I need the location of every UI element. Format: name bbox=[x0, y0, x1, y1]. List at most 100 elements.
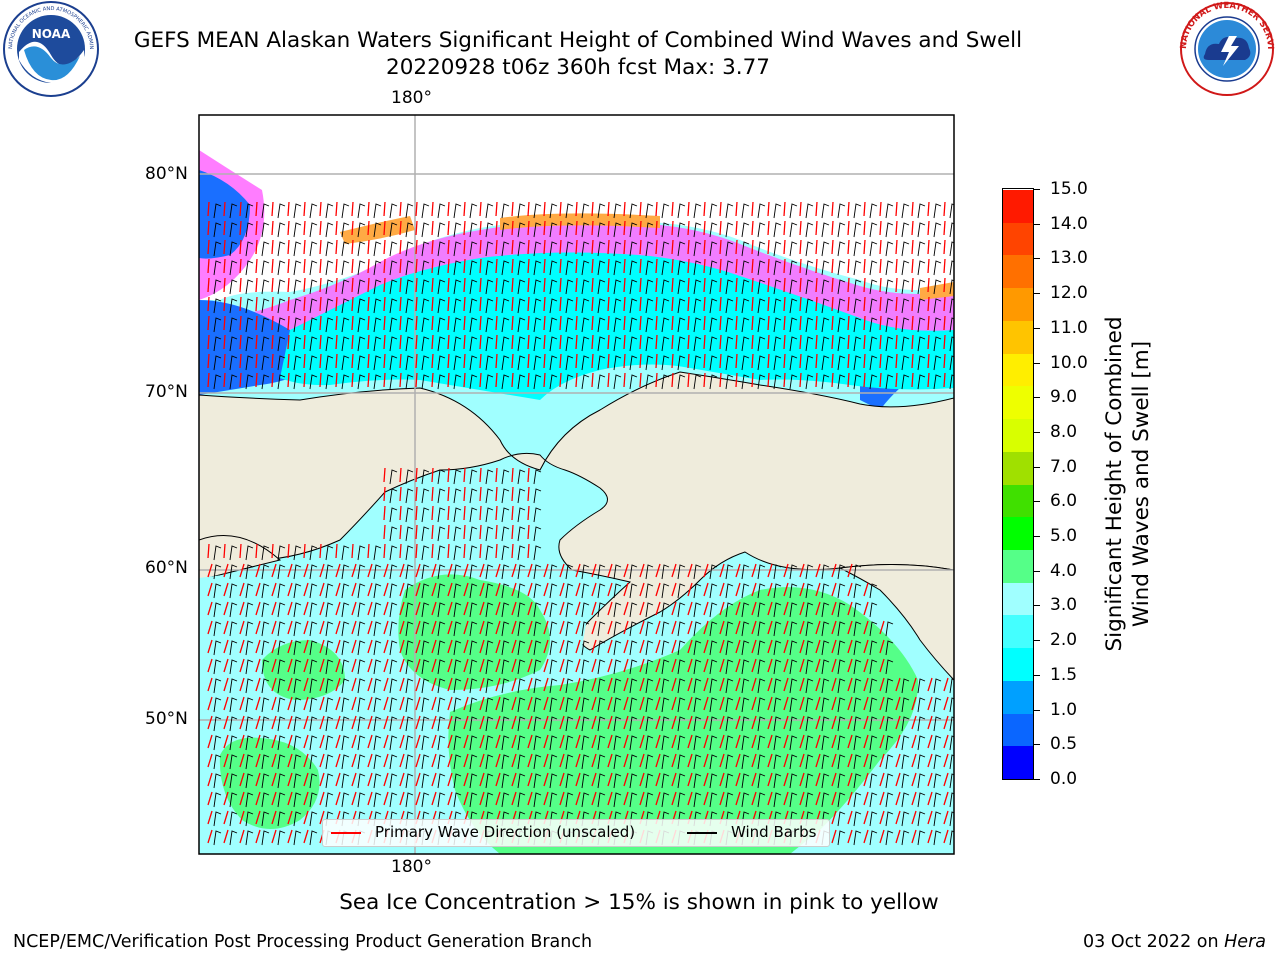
wave-arrow bbox=[783, 582, 789, 597]
lon-label-top: 180° bbox=[391, 88, 432, 108]
wind-barb bbox=[405, 279, 414, 295]
wave-arrow bbox=[607, 258, 610, 274]
wind-barb bbox=[405, 792, 414, 808]
wind-barb bbox=[565, 716, 574, 732]
wind-barb bbox=[501, 545, 510, 561]
wind-barb bbox=[677, 241, 686, 257]
wave-arrow bbox=[607, 639, 613, 654]
wind-barb bbox=[821, 697, 830, 713]
colorbar-tick-mark bbox=[1034, 327, 1040, 329]
wave-direction-arrows bbox=[207, 201, 954, 846]
wind-barb bbox=[677, 336, 686, 352]
wind-barb bbox=[597, 336, 606, 352]
wave-arrow bbox=[239, 658, 245, 673]
wave-arrow bbox=[319, 258, 322, 274]
wind-barb bbox=[261, 203, 270, 219]
wind-barb bbox=[437, 222, 446, 238]
wave-arrow bbox=[831, 563, 837, 578]
wave-arrow bbox=[911, 353, 914, 369]
wave-arrow bbox=[863, 239, 866, 255]
wind-barb bbox=[677, 298, 686, 314]
wind-barb bbox=[437, 583, 446, 599]
wave-arrow bbox=[383, 353, 386, 369]
wind-barb bbox=[421, 735, 430, 751]
wind-barb bbox=[901, 773, 910, 789]
wave-arrow bbox=[383, 582, 389, 597]
wind-barb bbox=[837, 317, 846, 333]
wave-arrow bbox=[927, 353, 930, 369]
wave-arrow bbox=[751, 315, 754, 331]
wave-arrow bbox=[815, 715, 821, 730]
wind-barb bbox=[261, 241, 270, 257]
wave-arrow bbox=[575, 563, 581, 578]
wave-arrow bbox=[751, 734, 757, 749]
wind-barb bbox=[517, 640, 526, 656]
wind-barb bbox=[821, 298, 830, 314]
wave-arrow bbox=[207, 239, 210, 255]
wind-barb bbox=[933, 811, 942, 827]
wind-barb bbox=[629, 355, 638, 371]
wind-barb bbox=[789, 716, 798, 732]
wind-barb bbox=[389, 735, 398, 751]
wind-barb bbox=[613, 260, 622, 276]
wave-arrow bbox=[223, 201, 226, 217]
wind-barb bbox=[293, 583, 302, 599]
wave-arrow bbox=[367, 620, 373, 635]
wind-barb bbox=[533, 659, 542, 675]
wave-arrow bbox=[223, 563, 229, 578]
wave-arrow bbox=[559, 315, 562, 331]
wind-barb bbox=[837, 621, 846, 637]
wind-barb bbox=[837, 811, 846, 827]
colorbar-tick-mark bbox=[1034, 466, 1040, 468]
wave-arrow bbox=[431, 772, 437, 787]
wave-arrow bbox=[591, 772, 597, 787]
wave-arrow bbox=[367, 239, 370, 255]
wind-barb bbox=[501, 260, 510, 276]
wave-arrow bbox=[527, 201, 530, 217]
wind-barb bbox=[389, 336, 398, 352]
wind-barb bbox=[597, 317, 606, 333]
wind-barb bbox=[613, 298, 622, 314]
wave-arrow bbox=[239, 677, 245, 692]
wind-barb bbox=[853, 583, 862, 599]
wind-barb bbox=[565, 621, 574, 637]
wave-arrow bbox=[735, 563, 741, 578]
wave-arrow bbox=[559, 296, 562, 312]
wave-arrow bbox=[463, 201, 466, 217]
wave-arrow bbox=[543, 791, 549, 806]
wave-arrow bbox=[223, 829, 229, 844]
wind-barb bbox=[309, 735, 318, 751]
wave-arrow bbox=[623, 696, 629, 711]
wave-arrow bbox=[543, 372, 546, 388]
wind-barb bbox=[277, 374, 286, 390]
wind-barb bbox=[341, 602, 350, 618]
wave-arrow bbox=[815, 277, 818, 293]
wave-arrow bbox=[703, 334, 706, 350]
wave-arrow bbox=[927, 734, 933, 749]
wind-barb bbox=[693, 203, 702, 219]
wind-barb bbox=[389, 583, 398, 599]
wind-barb bbox=[421, 621, 430, 637]
wave-arrow bbox=[719, 639, 725, 654]
wind-barb bbox=[917, 811, 926, 827]
wave-arrow bbox=[911, 791, 917, 806]
wind-barb bbox=[773, 792, 782, 808]
wind-barb bbox=[277, 279, 286, 295]
wave-arrow bbox=[527, 658, 533, 673]
wave-arrow bbox=[463, 715, 469, 730]
wave-arrow bbox=[863, 810, 869, 825]
wind-barb bbox=[821, 355, 830, 371]
wind-barb bbox=[805, 222, 814, 238]
wave-arrow bbox=[527, 505, 530, 521]
wave-arrow bbox=[399, 239, 402, 255]
wave-arrow bbox=[463, 277, 466, 293]
wind-barb bbox=[885, 260, 894, 276]
wind-barb bbox=[405, 602, 414, 618]
wind-barb bbox=[229, 697, 238, 713]
wind-barb bbox=[293, 659, 302, 675]
wave-arrow bbox=[271, 353, 274, 369]
wave-arrow bbox=[511, 239, 514, 255]
wave-arrow bbox=[927, 277, 930, 293]
wind-barb bbox=[341, 659, 350, 675]
wind-barb bbox=[293, 621, 302, 637]
